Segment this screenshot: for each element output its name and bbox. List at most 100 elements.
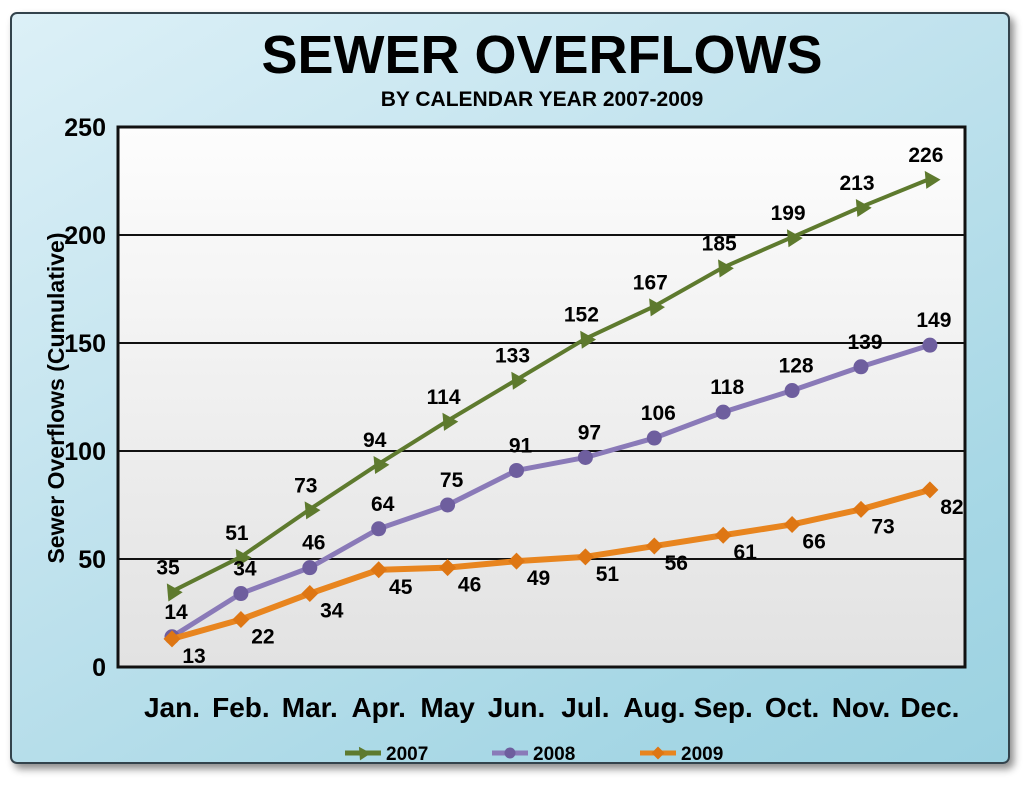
series-2007-line	[170, 176, 932, 594]
data-label-2009-Jul: 51	[596, 563, 620, 586]
series-2009-marker-May	[439, 559, 457, 577]
data-label-2008-Oct: 128	[779, 355, 814, 378]
series-2007-marker-Mar	[304, 501, 321, 520]
series-2009-marker-Jun	[508, 552, 525, 570]
data-label-2007-Mar: 73	[294, 474, 317, 497]
x-tick-label-Mar: Mar.	[282, 692, 338, 723]
data-label-2008-Jan: 14	[164, 601, 188, 624]
data-label-2009-Oct: 66	[802, 530, 825, 553]
series-2007-marker-Dec	[924, 170, 941, 189]
data-label-2007-Aug: 167	[633, 271, 668, 294]
series-2009-marker-Feb	[232, 610, 250, 628]
y-tick-label-50: 50	[78, 546, 106, 574]
chart-subtitle: BY CALENDAR YEAR 2007-2009	[380, 88, 704, 111]
data-label-2007-Sep: 185	[702, 232, 737, 255]
series-2007-marker-Jul	[580, 330, 597, 349]
chart-title: SEWER OVERFLOWS	[261, 25, 823, 85]
x-tick-label-Apr: Apr.	[351, 692, 405, 723]
data-label-2008-Mar: 46	[302, 532, 325, 555]
legend-label-2008: 2008	[533, 744, 575, 765]
series-2008-marker-Oct	[784, 383, 800, 399]
series-2008-marker-Nov	[853, 359, 869, 375]
series-2009-marker-Dec	[921, 481, 939, 499]
data-label-2009-Feb: 22	[251, 625, 274, 648]
data-label-2008-Aug: 106	[641, 402, 676, 425]
data-label-2009-Sep: 61	[734, 541, 758, 564]
data-label-2009-Jun: 49	[527, 567, 550, 590]
series-2008-marker-Aug	[646, 430, 662, 446]
y-tick-label-250: 250	[64, 114, 106, 142]
data-label-2007-Nov: 213	[839, 172, 874, 195]
series-2007-marker-Nov	[855, 198, 872, 218]
data-label-2008-Apr: 64	[371, 493, 395, 516]
series-2009-line	[169, 486, 933, 642]
plot-border	[116, 125, 967, 669]
x-tick-label-Jul: Jul.	[561, 692, 609, 723]
legend-label-2007: 2007	[386, 744, 428, 765]
x-tick-label-Jun: Jun.	[488, 692, 546, 723]
y-tick-label-200: 200	[64, 222, 106, 250]
plot-area	[118, 127, 965, 667]
data-label-2009-Dec: 82	[940, 496, 963, 519]
series-2007-marker-Oct	[786, 229, 803, 248]
data-label-2007-Oct: 199	[771, 202, 806, 225]
series-2007-marker-Jun	[511, 371, 528, 390]
data-label-2008-Dec: 149	[916, 309, 951, 332]
data-label-2007-Jul: 152	[564, 304, 599, 327]
data-label-2008-Jun: 91	[509, 434, 533, 457]
series-2007-marker-May	[442, 412, 459, 431]
data-label-2008-Sep: 118	[710, 376, 744, 399]
data-label-2007-Jun: 133	[495, 345, 530, 368]
series-2008-marker-May	[440, 497, 456, 513]
series-2009-marker-Jul	[576, 548, 594, 566]
x-tick-label-Feb: Feb.	[212, 692, 270, 723]
data-label-2009-Nov: 73	[871, 515, 894, 538]
x-tick-label-Oct: Oct.	[765, 692, 819, 723]
series-2007-marker-Apr	[373, 455, 390, 475]
x-tick-label-May: May	[420, 692, 475, 723]
series-2008-marker-Mar	[302, 560, 318, 576]
series-2009-marker-Apr	[370, 561, 388, 579]
series-2007-marker-Sep	[718, 259, 734, 278]
series-2009-marker-Nov	[852, 500, 870, 518]
series-2008-marker-Sep	[715, 404, 731, 420]
data-label-2009-Mar: 34	[320, 600, 344, 623]
x-tick-label-Dec: Dec.	[900, 692, 959, 723]
data-label-2009-Aug: 56	[665, 552, 688, 575]
y-tick-label-100: 100	[64, 438, 106, 466]
series-2007-marker-Jan	[166, 583, 183, 602]
data-label-2009-Jan: 13	[182, 645, 205, 668]
series-2009-marker-Mar	[301, 585, 319, 603]
x-tick-label-Jan: Jan.	[144, 692, 200, 723]
data-label-2007-Apr: 94	[363, 429, 387, 452]
series-2007-marker-Aug	[649, 298, 665, 317]
series-2008-marker-Jul	[577, 449, 593, 465]
legend-swatch-2007-marker	[358, 746, 371, 761]
data-label-2007-Jan: 35	[156, 556, 180, 579]
data-label-2008-May: 75	[440, 469, 464, 492]
series-2009-marker-Oct	[783, 515, 801, 533]
data-label-2008-Jul: 97	[578, 421, 601, 444]
legend-swatch-2009-marker	[651, 746, 665, 760]
data-label-2007-May: 114	[427, 386, 461, 409]
series-2008-marker-Feb	[233, 586, 249, 602]
y-tick-label-0: 0	[92, 654, 106, 682]
data-label-2007-Dec: 226	[908, 144, 943, 167]
series-2009-marker-Aug	[645, 537, 663, 555]
x-tick-label-Nov: Nov.	[832, 692, 891, 723]
series-2009-marker-Sep	[714, 526, 732, 544]
series-2008-marker-Jun	[509, 462, 524, 478]
series-2009-marker-Jan	[163, 630, 181, 648]
legend-swatch-2008-marker	[504, 747, 516, 759]
series-2007-marker-Feb	[235, 548, 252, 567]
x-tick-label-Sep: Sep.	[694, 692, 753, 723]
legend-label-2009: 2009	[681, 744, 723, 765]
y-tick-label-150: 150	[64, 330, 106, 358]
data-label-2008-Nov: 139	[847, 331, 882, 354]
series-2008-line	[169, 342, 933, 640]
data-label-2009-Apr: 45	[389, 576, 413, 599]
x-tick-label-Aug: Aug.	[623, 692, 685, 723]
data-label-2009-May: 46	[458, 574, 481, 597]
